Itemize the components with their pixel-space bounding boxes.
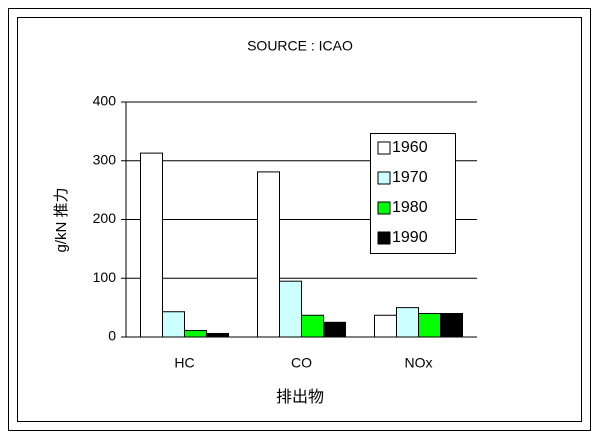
legend-swatch (377, 231, 391, 245)
bar (162, 311, 185, 338)
y-tick-label: 300 (93, 151, 117, 167)
bar (140, 152, 163, 338)
bar (396, 307, 419, 338)
bar (418, 313, 441, 338)
legend-label: 1980 (392, 199, 428, 216)
bar (374, 314, 397, 338)
y-axis-label: g/kN 推力 (53, 187, 70, 252)
chart-title: SOURCE : ICAO (247, 38, 353, 54)
bar (257, 171, 280, 338)
outer-frame (8, 8, 591, 431)
legend-label: 1970 (392, 169, 428, 186)
legend-swatch (377, 201, 391, 215)
bar (206, 332, 229, 338)
y-tick-label: 100 (93, 269, 117, 285)
inner-frame (17, 17, 582, 422)
legend-swatch (377, 171, 391, 185)
legend-label: 1960 (392, 139, 428, 156)
y-tick-label: 0 (108, 328, 116, 344)
legend-label: 1990 (392, 229, 428, 246)
bar (323, 321, 346, 338)
x-tick-label: HC (174, 355, 194, 371)
bar (301, 314, 324, 338)
y-tick-label: 200 (93, 210, 117, 226)
bar (440, 313, 463, 338)
legend-swatch (377, 141, 391, 155)
x-axis-label: 排出物 (276, 388, 324, 406)
bar (184, 330, 207, 338)
x-tick-label: NOx (405, 355, 433, 371)
x-tick-label: CO (291, 355, 312, 371)
y-tick-label: 400 (93, 93, 117, 109)
bar (279, 280, 302, 338)
